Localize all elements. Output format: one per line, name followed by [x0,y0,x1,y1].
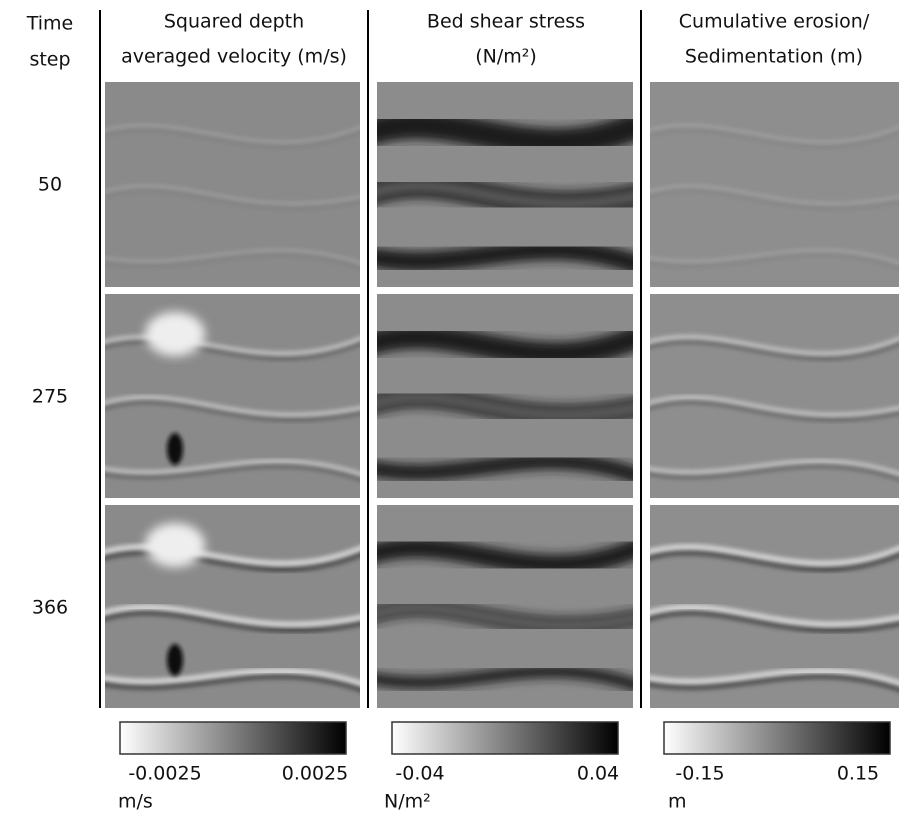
colorbar-max: 0.0025 [282,763,348,785]
time-step: 275 [32,386,68,408]
colorbar [663,721,891,755]
header-label: Time [26,13,74,35]
field-panel [650,82,899,287]
trough [650,550,899,572]
trough [650,464,899,481]
colorbar-unit: m [668,791,687,813]
ridge [650,334,899,357]
column-header: Sedimentation (m) [685,46,863,68]
ridge [105,184,360,205]
channel [377,453,633,483]
colorbar-min: -0.0025 [128,763,201,785]
trough [650,674,899,692]
channel [377,240,633,274]
field-panel [105,82,360,287]
channel [377,181,633,208]
panel-bg [105,82,360,287]
channel [377,537,633,575]
column-header: averaged velocity (m/s) [121,46,347,68]
trough [105,340,360,361]
ridge [650,458,899,477]
ridge [650,667,899,689]
trough [105,190,360,210]
ridge [650,124,899,144]
field-panel [650,505,899,708]
trough [650,400,899,422]
header-label: step [29,49,70,71]
ridge [105,543,360,569]
trough [105,129,360,148]
field-panel [377,82,633,287]
trough [650,340,899,361]
trough [105,674,360,693]
colorbar-max: 0.15 [837,763,879,785]
ridge [105,249,360,265]
field-panel [105,294,360,498]
trough [105,550,360,572]
panel-bg [650,82,899,287]
channel [377,665,633,691]
blob [167,433,183,465]
trough [105,610,360,633]
channel [377,603,633,630]
field-panel [377,294,633,498]
field-panel [650,294,899,498]
trough [650,129,899,148]
trough [650,254,899,269]
colorbar-unit: m/s [118,791,153,813]
colorbar-max: 0.04 [577,763,619,785]
ridge [105,667,360,689]
trough [650,190,899,210]
colorbar-min: -0.04 [395,763,444,785]
column-header: (N/m²) [475,46,537,68]
time-step: 50 [38,174,62,196]
ridge [105,124,360,144]
blob [145,523,205,567]
colorbar [119,721,347,755]
ridge [650,249,899,265]
blob [145,312,205,356]
column-header: Squared depth [164,11,304,33]
ridge [105,334,360,357]
column-header: Cumulative erosion/ [679,11,870,33]
time-step: 366 [32,597,68,619]
channel [377,111,633,157]
channel [377,393,633,420]
trough [105,400,360,422]
trough [105,464,360,481]
ridge [105,394,360,418]
colorbar [391,721,619,755]
blob [167,644,183,676]
ridge [650,394,899,418]
ridge [650,603,899,630]
ridge [650,543,899,569]
ridge [105,603,360,630]
trough [105,254,360,269]
column-header: Bed shear stress [427,11,585,33]
ridge [650,184,899,205]
channel [377,325,633,366]
field-panel [377,505,633,708]
field-panel [105,505,360,708]
ridge [105,458,360,477]
colorbar-min: -0.15 [675,763,724,785]
colorbar-unit: N/m² [384,791,431,813]
trough [650,610,899,633]
